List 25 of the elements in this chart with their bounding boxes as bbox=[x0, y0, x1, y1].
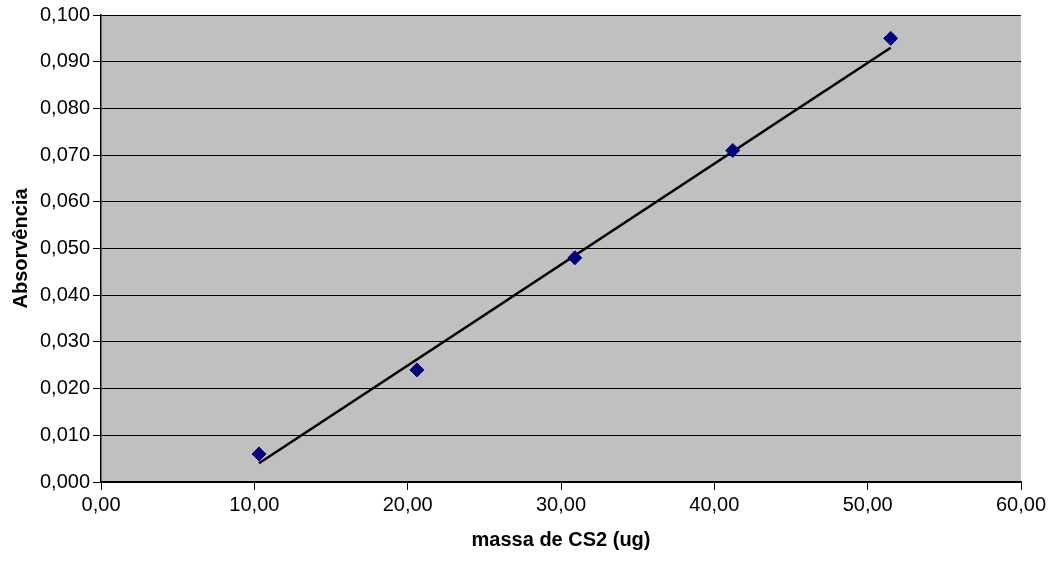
y-tick-label: 0,020 bbox=[39, 376, 91, 399]
y-tick-label: 0,060 bbox=[39, 189, 91, 212]
point bbox=[883, 30, 899, 46]
x-tick-label: 30,00 bbox=[535, 492, 587, 515]
x-tick-label: 20,00 bbox=[382, 492, 433, 515]
y-tick-label: 0,100 bbox=[39, 2, 91, 25]
y-tick-label: 0,050 bbox=[39, 236, 91, 259]
x-axis-title: massa de CS2 (ug) bbox=[471, 527, 651, 550]
y-tick-label: 0,000 bbox=[39, 469, 91, 492]
x-tick-label: 60,00 bbox=[995, 492, 1047, 515]
x-tick-label: 0,00 bbox=[81, 492, 121, 515]
y-tick-label: 0,070 bbox=[39, 142, 91, 165]
point bbox=[409, 362, 425, 378]
point bbox=[567, 250, 583, 266]
x-tick-label: 50,00 bbox=[842, 492, 893, 515]
x-tick-label: 40,00 bbox=[689, 492, 740, 515]
y-tick-label: 0,040 bbox=[39, 282, 91, 305]
y-tick-label: 0,010 bbox=[39, 422, 91, 445]
y-axis-title: Absorvência bbox=[8, 187, 31, 309]
y-tick-label: 0,090 bbox=[39, 49, 91, 72]
x-tick-label: 10,00 bbox=[229, 492, 280, 515]
point bbox=[251, 446, 267, 462]
y-tick-label: 0,030 bbox=[39, 329, 91, 352]
y-tick-label: 0,080 bbox=[39, 95, 91, 118]
point bbox=[725, 142, 741, 158]
